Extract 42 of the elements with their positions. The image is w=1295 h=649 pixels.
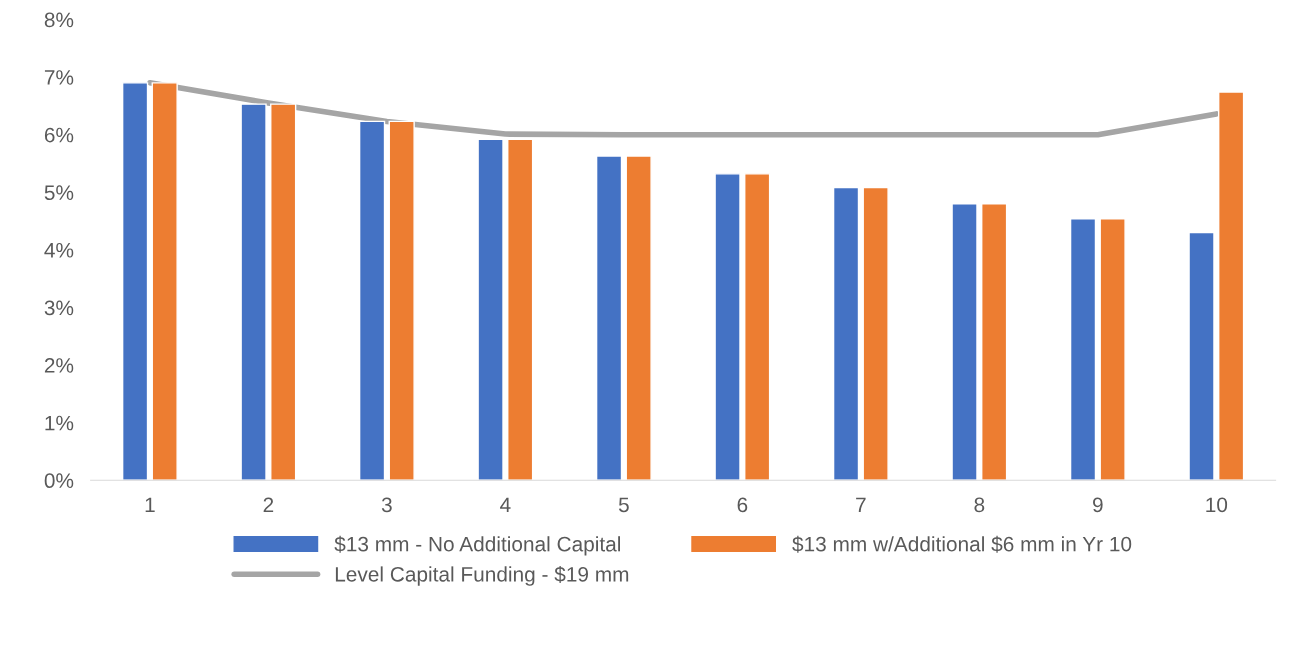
bar	[477, 138, 504, 481]
x-tick-label: 2	[263, 497, 274, 513]
bar	[862, 186, 889, 481]
legend-label: $13 mm - No Additional Capital	[334, 535, 620, 556]
bar	[240, 103, 267, 481]
x-tick-label: 6	[737, 497, 748, 513]
bar	[121, 82, 149, 481]
x-tick-label: 3	[381, 497, 392, 513]
y-tick-label: 2%	[44, 358, 74, 373]
y-tick-label: 3%	[44, 300, 74, 316]
bar	[1099, 218, 1126, 481]
x-tick-label: 9	[1093, 497, 1103, 513]
x-tick-label: 8	[974, 497, 985, 513]
bar	[595, 155, 623, 481]
bar	[625, 155, 652, 481]
bar	[981, 203, 1008, 481]
bar	[1218, 91, 1245, 481]
y-tick-label: 7%	[44, 70, 74, 85]
bar	[358, 120, 386, 481]
legend-label: Level Capital Funding - $19 mm	[335, 566, 629, 586]
y-tick-label: 4%	[44, 242, 74, 258]
x-tick-label: 7	[856, 497, 866, 513]
bar	[1069, 218, 1097, 481]
bar	[1188, 231, 1215, 481]
bar	[507, 138, 534, 481]
legend-label: $13 mm w/Additional $6 mm in Yr 10	[792, 535, 1132, 553]
bar	[270, 103, 297, 481]
bar	[714, 173, 741, 481]
y-tick-label: 6%	[44, 127, 74, 143]
bar	[951, 203, 978, 481]
bar	[744, 173, 771, 481]
bar	[832, 186, 860, 481]
x-tick-label: 4	[500, 497, 511, 513]
bar	[151, 82, 178, 481]
bar	[388, 120, 415, 481]
x-tick-label: 1	[145, 497, 155, 513]
x-tick-label: 10	[1206, 497, 1228, 513]
x-tick-label: 5	[618, 497, 629, 513]
y-tick-label: 0%	[44, 473, 74, 489]
y-tick-label: 8%	[44, 12, 74, 28]
y-tick-label: 1%	[45, 415, 74, 431]
y-tick-label: 5%	[44, 185, 74, 201]
